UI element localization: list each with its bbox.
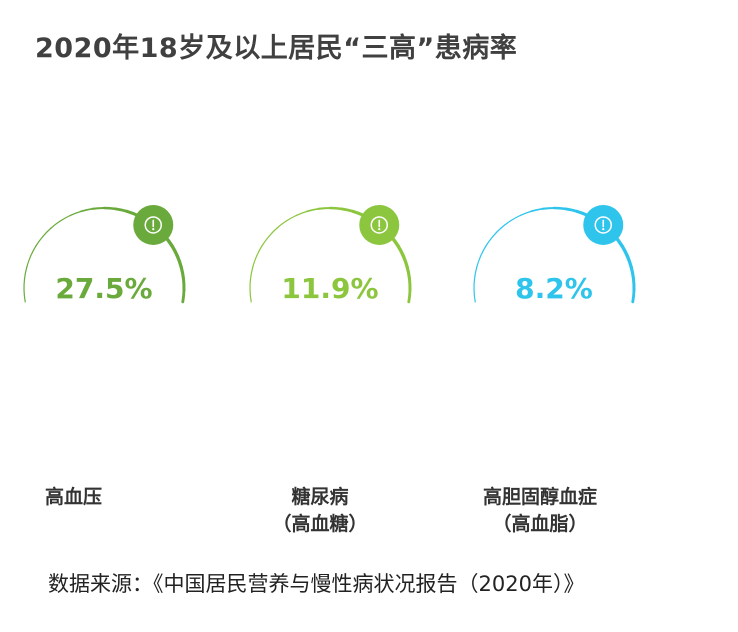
label-diabetes-line1: 糖尿病	[291, 486, 349, 508]
exclamation-icon-dot	[378, 228, 381, 231]
gauge-arc-diabetes	[317, 206, 332, 210]
label-diabetes-line2: （高血糖）	[272, 513, 368, 535]
data-source: 数据来源：《中国居民营养与慢性病状况报告（2020年）》	[48, 572, 585, 596]
gauge-arc-hypertension	[91, 206, 106, 210]
exclamation-icon-dot	[152, 228, 155, 231]
gauge-arc-cholesterol	[631, 288, 636, 304]
gauge-arc-cholesterol	[519, 210, 532, 217]
gauge-arc-diabetes	[268, 227, 278, 238]
gauge-arc-cholesterol	[629, 265, 636, 281]
gauge-arc-diabetes	[285, 214, 297, 222]
exclamation-icon	[144, 216, 163, 234]
gauge-arc-diabetes	[252, 255, 258, 268]
gauge-arc-cholesterol	[509, 214, 521, 222]
gauge-arc-cholesterol	[541, 206, 556, 210]
gauge-arc-cholesterol	[485, 235, 494, 247]
gauge-hypertension: 27.5%	[23, 204, 186, 305]
gauge-arc-hypertension	[29, 245, 37, 257]
value-diabetes: 11.9%	[281, 272, 378, 305]
gauge-arc-diabetes	[306, 207, 320, 213]
gauge-arc-cholesterol	[564, 207, 579, 213]
gauge-arc-diabetes	[276, 220, 287, 229]
gauge-arc-cholesterol	[530, 207, 544, 213]
gauge-arc-hypertension	[181, 277, 186, 292]
gauge-arc-hypertension	[181, 288, 186, 304]
gauge-arc-cholesterol	[479, 245, 487, 257]
gauge-arc-hypertension	[50, 220, 61, 229]
gauge-arc-diabetes	[261, 235, 270, 247]
exclamation-icon-dot	[602, 228, 605, 231]
gauge-arc-diabetes	[407, 277, 412, 292]
gauge-arc-cholesterol	[473, 289, 476, 303]
gauge-arc-hypertension	[102, 206, 117, 211]
gauge-arc-hypertension	[42, 227, 52, 238]
label-cholesterol-line1: 高胆固醇血症	[482, 486, 597, 508]
gauge-arc-cholesterol	[552, 206, 567, 211]
gauge-arc-diabetes	[249, 278, 252, 291]
gauge-arc-hypertension	[26, 255, 32, 268]
exclamation-icon	[594, 216, 613, 234]
gauge-arc-cholesterol	[473, 266, 478, 280]
gauge-arc-cholesterol	[500, 220, 511, 229]
gauge-arc-hypertension	[80, 207, 94, 213]
gauge-arc-diabetes	[407, 288, 412, 304]
gauge-arc-cholesterol	[620, 244, 630, 259]
label-cholesterol-line2: （高血脂）	[492, 513, 588, 535]
gauge-arc-diabetes	[249, 289, 252, 303]
gauge-arc-cholesterol	[476, 255, 482, 268]
label-hypertension-line1: 高血压	[45, 486, 103, 508]
gauge-arc-diabetes	[249, 266, 254, 280]
exclamation-icon	[370, 216, 389, 234]
gauge-arc-diabetes	[396, 244, 406, 259]
gauge-arc-hypertension	[35, 235, 44, 247]
gauge-arc-diabetes	[405, 265, 412, 281]
label-diabetes: 糖尿病 （高血糖）	[250, 484, 390, 538]
gauge-arc-hypertension	[69, 210, 82, 217]
gauge-arc-cholesterol	[625, 254, 633, 269]
label-hypertension: 高血压	[45, 484, 145, 511]
gauge-cholesterol: 8.2%	[473, 204, 636, 305]
gauge-arc-cholesterol	[492, 227, 502, 238]
gauge-diabetes: 11.9%	[249, 204, 412, 305]
gauge-arc-diabetes	[401, 254, 409, 269]
gauge-arc-hypertension	[23, 278, 26, 291]
gauge-arc-hypertension	[23, 266, 28, 280]
label-cholesterol: 高胆固醇血症 （高血脂）	[455, 484, 625, 538]
gauge-arc-hypertension	[175, 254, 183, 269]
gauge-arc-cholesterol	[473, 278, 476, 291]
chart-title: 2020年18岁及以上居民“三高”患病率	[35, 33, 518, 64]
value-cholesterol: 8.2%	[515, 272, 593, 305]
gauge-arc-hypertension	[170, 244, 180, 259]
gauge-arc-diabetes	[328, 206, 343, 211]
gauge-arc-diabetes	[340, 207, 355, 213]
gauge-arc-hypertension	[114, 207, 129, 213]
gauge-arc-diabetes	[255, 245, 263, 257]
value-hypertension: 27.5%	[55, 272, 152, 305]
gauge-arc-cholesterol	[631, 277, 636, 292]
gauge-arc-hypertension	[23, 289, 26, 303]
gauge-arc-hypertension	[59, 214, 71, 222]
gauge-arc-hypertension	[179, 265, 186, 281]
gauge-arc-diabetes	[295, 210, 308, 217]
